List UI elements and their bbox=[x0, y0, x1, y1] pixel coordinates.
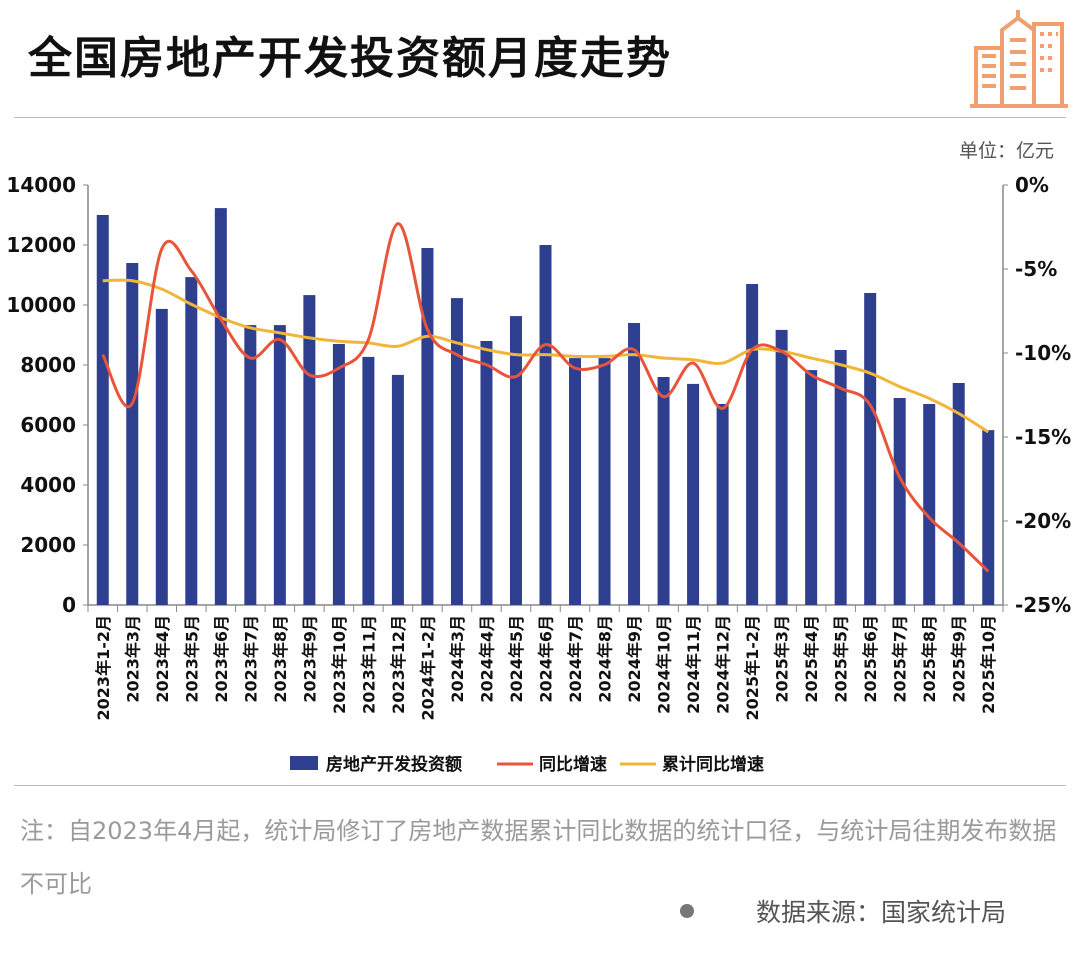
left-tick-label: 8000 bbox=[20, 353, 76, 377]
right-tick-label: -20% bbox=[1015, 509, 1071, 533]
x-tick-label: 2025年5月 bbox=[832, 615, 851, 703]
x-tick-label: 2023年10月 bbox=[330, 615, 349, 714]
left-tick-label: 4000 bbox=[20, 473, 76, 497]
left-tick-label: 6000 bbox=[20, 413, 76, 437]
x-tick-label: 2025年9月 bbox=[950, 615, 969, 703]
bar bbox=[569, 358, 582, 605]
left-tick-label: 10000 bbox=[6, 293, 76, 317]
footer-divider bbox=[14, 785, 1066, 786]
bar bbox=[273, 325, 286, 605]
chart: 0 2000 4000 6000 8000 10000 12000 14000 -25% -20%… bbox=[6, 173, 1071, 775]
bar bbox=[480, 341, 493, 605]
bar bbox=[450, 298, 463, 605]
bar bbox=[421, 248, 434, 605]
bar bbox=[834, 350, 847, 605]
legend-swatch-bar bbox=[290, 756, 318, 770]
x-tick-label: 2023年1-2月 bbox=[94, 615, 113, 720]
right-tick-label: 0% bbox=[1015, 173, 1049, 197]
bar bbox=[893, 398, 906, 605]
x-tick-label: 2025年1-2月 bbox=[743, 615, 762, 720]
bar bbox=[332, 344, 345, 605]
x-tick-label: 2023年5月 bbox=[182, 615, 201, 703]
bar bbox=[303, 295, 316, 605]
x-tick-label: 2024年7月 bbox=[566, 615, 585, 703]
x-tick-label: 2023年9月 bbox=[300, 615, 319, 703]
x-tick-label: 2024年1-2月 bbox=[418, 615, 437, 720]
x-tick-label: 2024年3月 bbox=[448, 615, 467, 703]
x-tick-label: 2023年6月 bbox=[212, 615, 231, 703]
right-tick-label: -5% bbox=[1015, 257, 1057, 281]
yoy-line bbox=[101, 222, 990, 573]
bar bbox=[509, 316, 522, 605]
left-tick-label: 2000 bbox=[20, 533, 76, 557]
bar bbox=[775, 329, 788, 605]
legend: 房地产开发投资额 同比增速 累计同比增速 bbox=[290, 754, 764, 775]
legend-label: 累计同比增速 bbox=[662, 754, 764, 775]
bar bbox=[185, 277, 198, 605]
legend-label: 房地产开发投资额 bbox=[326, 754, 462, 775]
x-tick-label: 2024年11月 bbox=[684, 615, 703, 714]
bar bbox=[214, 208, 227, 605]
bar bbox=[687, 383, 700, 605]
left-tick-label: 14000 bbox=[6, 173, 76, 197]
x-tick-label: 2023年4月 bbox=[153, 615, 172, 703]
bar bbox=[244, 325, 257, 605]
bar bbox=[805, 370, 818, 605]
right-tick-label: -25% bbox=[1015, 593, 1071, 617]
footnote: 注：自2023年4月起，统计局修订了房地产数据累计同比数据的统计口径，与统计局往… bbox=[20, 817, 1057, 898]
left-tick-label: 12000 bbox=[6, 233, 76, 257]
bar bbox=[362, 356, 375, 605]
bar bbox=[657, 377, 670, 605]
x-tick-label: 2025年4月 bbox=[802, 615, 821, 703]
x-tick-label: 2024年10月 bbox=[655, 615, 674, 714]
x-tick-label: 2024年12月 bbox=[714, 615, 733, 714]
x-tick-label: 2024年8月 bbox=[596, 615, 615, 703]
bar bbox=[716, 404, 729, 605]
bar bbox=[982, 430, 995, 605]
page-title: 全国房地产开发投资额月度走势 bbox=[28, 33, 672, 84]
bar bbox=[539, 245, 552, 605]
x-tick-label: 2025年7月 bbox=[891, 615, 910, 703]
x-tick-label: 2023年11月 bbox=[359, 615, 378, 714]
x-tick-label: 2025年8月 bbox=[920, 615, 939, 703]
source: 数据来源：国家统计局 bbox=[680, 893, 1006, 929]
x-tick-label: 2025年10月 bbox=[979, 615, 998, 714]
x-tick-label: 2023年8月 bbox=[271, 615, 290, 703]
unit-label: 单位：亿元 bbox=[958, 140, 1054, 162]
x-tick-label: 2025年6月 bbox=[861, 615, 880, 703]
bar bbox=[923, 404, 936, 605]
source-text: 数据来源：国家统计局 bbox=[756, 898, 1007, 927]
legend-label: 同比增速 bbox=[539, 754, 607, 775]
bar bbox=[155, 308, 168, 605]
bar bbox=[598, 358, 611, 605]
x-tick-label: 2024年9月 bbox=[625, 615, 644, 703]
x-tick-label: 2024年5月 bbox=[507, 615, 526, 703]
bar bbox=[864, 293, 877, 605]
bar bbox=[952, 383, 965, 605]
right-tick-label: -15% bbox=[1015, 425, 1071, 449]
bullet-dot bbox=[680, 904, 694, 918]
x-tick-label: 2023年7月 bbox=[241, 615, 260, 703]
bar bbox=[746, 284, 759, 605]
header-divider bbox=[14, 117, 1066, 118]
right-tick-label: -10% bbox=[1015, 341, 1071, 365]
bar bbox=[391, 374, 404, 605]
left-tick-label: 0 bbox=[62, 593, 76, 617]
x-tick-label: 2024年4月 bbox=[477, 615, 496, 703]
bar bbox=[126, 263, 139, 605]
x-tick-label: 2023年3月 bbox=[123, 615, 142, 703]
building-icon bbox=[966, 8, 1072, 114]
x-tick-label: 2024年6月 bbox=[537, 615, 556, 703]
bar bbox=[96, 215, 109, 605]
bar bbox=[628, 323, 641, 605]
x-tick-label: 2023年12月 bbox=[389, 615, 408, 714]
x-tick-label: 2025年3月 bbox=[773, 615, 792, 703]
